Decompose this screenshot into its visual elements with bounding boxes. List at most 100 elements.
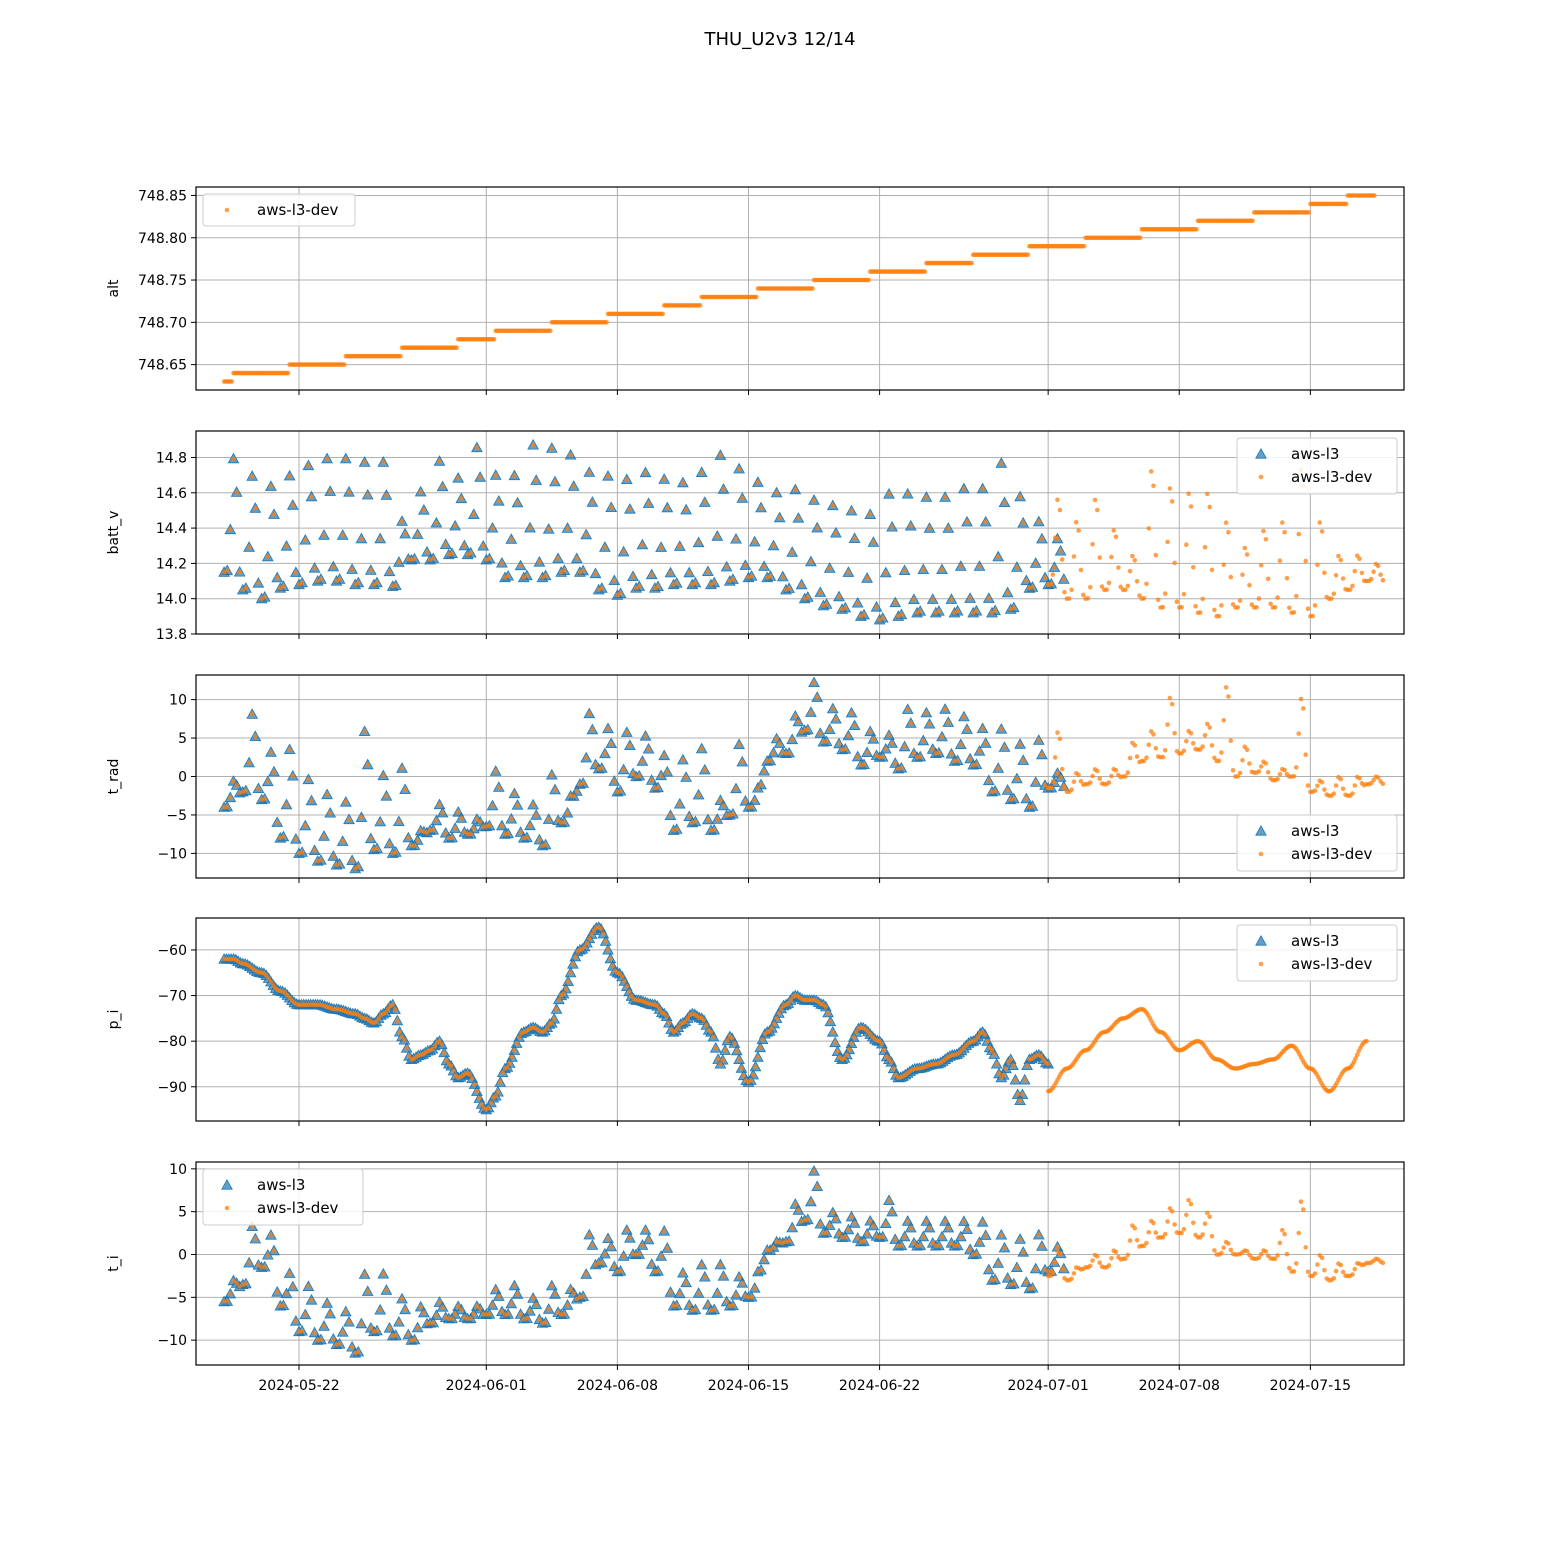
axes-frame (195, 186, 1405, 391)
data-point (1333, 783, 1339, 788)
data-point (674, 580, 679, 586)
data-point (1097, 1260, 1102, 1265)
data-point (231, 456, 236, 462)
data-point (833, 530, 839, 536)
data-point (936, 750, 942, 756)
data-point (1280, 520, 1285, 525)
data-point (1144, 1240, 1149, 1246)
data-point (406, 1053, 412, 1059)
data-point (892, 600, 898, 605)
data-point (253, 505, 258, 511)
data-point (734, 1048, 740, 1053)
data-point (318, 1337, 324, 1342)
data-point (518, 1312, 523, 1317)
data-point (1059, 557, 1065, 562)
data-point (655, 785, 661, 790)
data-point (830, 503, 836, 508)
data-point (284, 543, 289, 549)
data-point (1160, 1235, 1166, 1240)
data-point (999, 460, 1004, 466)
y-tick-label: −90 (157, 1080, 187, 1096)
data-point (1144, 581, 1149, 587)
data-point (805, 594, 811, 600)
data-point (281, 834, 286, 839)
data-point (1058, 548, 1063, 554)
data-point (1282, 767, 1287, 773)
data-point (1333, 1268, 1339, 1274)
data-point (246, 544, 252, 550)
data-point (1069, 1276, 1074, 1282)
data-point (1011, 1281, 1017, 1287)
y-tick-label: −70 (157, 989, 187, 1005)
data-point (1298, 696, 1304, 702)
data-point (1291, 1269, 1297, 1274)
data-point (381, 773, 386, 778)
data-point (771, 750, 776, 756)
data-point (1014, 564, 1020, 570)
legend: aws-l3 aws-l3-dev (1236, 814, 1398, 872)
data-point (1106, 580, 1112, 586)
data-point (674, 827, 679, 832)
data-point (855, 754, 860, 759)
data-point (649, 572, 654, 577)
data-point (1167, 695, 1173, 701)
data-point (312, 848, 317, 853)
legend: aws-l3 aws-l3-dev (1236, 437, 1398, 495)
data-point (958, 1234, 964, 1239)
data-point (622, 978, 627, 984)
data-point (1207, 504, 1212, 510)
data-point (543, 1320, 548, 1325)
data-point (377, 536, 383, 541)
data-point (983, 1233, 988, 1238)
data-point (434, 1313, 439, 1318)
data-point (399, 1296, 405, 1302)
data-point (665, 769, 670, 775)
data-point (1315, 1262, 1320, 1267)
data-point (830, 706, 836, 711)
data-point (711, 827, 717, 833)
data-point (1123, 587, 1128, 593)
data-point (1303, 558, 1308, 564)
data-point (1352, 1266, 1358, 1272)
data-point (583, 755, 589, 761)
data-point (886, 733, 892, 738)
data-point (402, 531, 408, 537)
data-point (1017, 1098, 1023, 1103)
data-point (321, 1323, 327, 1329)
legend-marker-aws-l3 (1255, 934, 1267, 946)
data-point (1033, 1266, 1038, 1271)
data-point (474, 445, 480, 450)
data-point (546, 817, 551, 822)
data-point (1097, 776, 1102, 781)
data-point (780, 574, 786, 579)
data-point (1322, 1267, 1327, 1273)
data-point (1303, 1245, 1308, 1250)
data-point (867, 512, 873, 517)
data-point (393, 849, 399, 855)
data-point (605, 1236, 611, 1241)
data-point (852, 723, 857, 728)
data-point (1039, 1243, 1045, 1249)
y-axis-label: p_i (106, 1010, 122, 1030)
data-point (985, 1038, 990, 1044)
data-point (967, 596, 973, 601)
data-point (580, 780, 586, 786)
data-point (754, 294, 759, 300)
data-point (346, 817, 352, 822)
data-point (356, 1349, 361, 1355)
data-point (374, 580, 380, 585)
legend-box (1236, 924, 1398, 982)
data-point (324, 1300, 330, 1306)
data-point (365, 492, 371, 498)
data-point (1003, 1066, 1009, 1071)
data-point (883, 1221, 889, 1226)
data-point (1030, 803, 1035, 809)
data-point (303, 537, 308, 543)
data-point (1090, 1258, 1095, 1263)
data-point (805, 1217, 811, 1222)
data-point (1371, 777, 1376, 783)
x-tick-label: 2024-06-22 (839, 1378, 920, 1394)
data-point (1130, 553, 1135, 559)
data-point (430, 827, 436, 833)
legend-box (202, 193, 356, 227)
